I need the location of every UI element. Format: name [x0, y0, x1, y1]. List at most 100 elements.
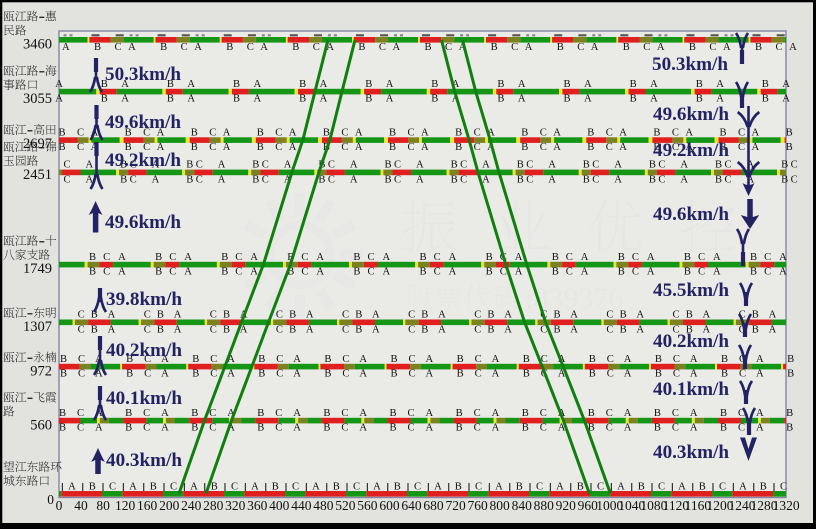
svg-text:A: A — [739, 482, 747, 493]
svg-text:2697: 2697 — [23, 136, 52, 152]
svg-text:C: C — [607, 354, 614, 365]
svg-text:C: C — [341, 127, 348, 138]
svg-text:49.6km/h: 49.6km/h — [653, 104, 729, 125]
svg-text:400: 400 — [269, 498, 290, 513]
svg-text:B: B — [226, 42, 233, 53]
svg-text:B: B — [299, 94, 306, 105]
svg-text:A: A — [492, 369, 500, 380]
svg-text:C: C — [196, 174, 203, 185]
svg-text:A: A — [174, 324, 182, 335]
svg-text:A: A — [756, 423, 764, 434]
svg-text:B: B — [160, 42, 167, 53]
svg-text:C: C — [313, 42, 320, 53]
svg-text:B: B — [654, 423, 661, 434]
svg-text:C: C — [672, 142, 679, 153]
svg-text:B: B — [94, 42, 101, 53]
svg-text:C: C — [658, 174, 665, 185]
svg-text:1320: 1320 — [773, 498, 800, 513]
svg-text:A: A — [190, 482, 198, 493]
svg-text:C: C — [607, 369, 614, 380]
svg-text:C: C — [342, 310, 349, 321]
svg-text:A: A — [553, 142, 561, 153]
svg-text:C: C — [500, 267, 507, 278]
svg-text:B: B — [588, 408, 595, 419]
svg-text:0: 0 — [56, 498, 63, 513]
svg-text:B: B — [272, 482, 279, 493]
svg-text:B: B — [60, 369, 67, 380]
svg-text:C: C — [673, 354, 680, 365]
svg-text:B: B — [390, 408, 397, 419]
svg-text:B: B — [755, 42, 762, 53]
svg-text:B: B — [491, 42, 498, 53]
svg-text:A: A — [293, 354, 301, 365]
svg-text:B: B — [455, 127, 462, 138]
svg-text:A: A — [548, 160, 556, 171]
svg-text:B: B — [355, 324, 362, 335]
svg-text:A: A — [426, 354, 434, 365]
svg-text:B: B — [517, 174, 524, 185]
svg-text:B: B — [421, 324, 428, 335]
svg-text:B: B — [125, 423, 132, 434]
svg-text:C: C — [566, 252, 573, 263]
svg-text:B: B — [258, 354, 265, 365]
svg-text:B: B — [588, 423, 595, 434]
svg-text:C: C — [143, 127, 150, 138]
svg-text:A: A — [581, 252, 589, 263]
svg-text:C: C — [739, 324, 746, 335]
svg-text:C: C — [144, 354, 151, 365]
svg-text:A: A — [789, 42, 797, 53]
svg-text:B: B — [353, 252, 360, 263]
svg-text:B: B — [101, 79, 108, 90]
svg-text:A: A — [678, 482, 686, 493]
svg-text:A: A — [152, 174, 160, 185]
svg-text:A: A — [350, 174, 358, 185]
svg-text:B: B — [125, 142, 132, 153]
svg-text:B: B — [323, 423, 330, 434]
svg-text:C: C — [764, 267, 771, 278]
svg-text:A: A — [372, 324, 380, 335]
svg-text:160: 160 — [137, 498, 158, 513]
svg-text:C: C — [103, 252, 110, 263]
svg-text:A: A — [690, 354, 698, 365]
svg-text:A: A — [289, 142, 297, 153]
svg-text:A: A — [685, 127, 693, 138]
svg-text:640: 640 — [401, 498, 422, 513]
svg-text:A: A — [121, 94, 129, 105]
svg-text:C: C — [276, 354, 283, 365]
svg-text:C: C — [408, 324, 415, 335]
svg-text:40: 40 — [74, 498, 88, 513]
svg-text:B: B — [455, 142, 462, 153]
svg-text:B: B — [781, 160, 788, 171]
svg-text:A: A — [650, 79, 658, 90]
svg-text:C: C — [409, 369, 416, 380]
svg-text:A: A — [553, 127, 561, 138]
svg-text:C: C — [672, 127, 679, 138]
svg-text:B: B — [552, 252, 559, 263]
svg-text:40.1km/h: 40.1km/h — [106, 388, 182, 409]
svg-text:C: C — [592, 160, 599, 171]
svg-text:A: A — [359, 369, 367, 380]
svg-text:C: C — [474, 310, 481, 321]
svg-text:A: A — [320, 94, 328, 105]
svg-text:A: A — [128, 42, 136, 53]
svg-text:B: B — [323, 408, 330, 419]
svg-text:A: A — [386, 94, 394, 105]
svg-text:B: B — [786, 423, 793, 434]
svg-text:C: C — [144, 324, 151, 335]
svg-text:B: B — [696, 79, 703, 90]
svg-text:A: A — [218, 174, 226, 185]
svg-text:A: A — [218, 160, 226, 171]
svg-text:A: A — [492, 354, 500, 365]
svg-text:A: A — [251, 482, 259, 493]
svg-text:A: A — [449, 267, 457, 278]
svg-text:A: A — [558, 369, 566, 380]
svg-text:C: C — [409, 354, 416, 365]
svg-text:2451: 2451 — [23, 167, 52, 183]
svg-text:C: C — [210, 310, 217, 321]
svg-text:B: B — [684, 267, 691, 278]
svg-text:A: A — [250, 267, 258, 278]
svg-text:360: 360 — [247, 498, 268, 513]
svg-text:B: B — [654, 408, 661, 419]
svg-text:A: A — [515, 267, 523, 278]
svg-text:C: C — [64, 174, 71, 185]
